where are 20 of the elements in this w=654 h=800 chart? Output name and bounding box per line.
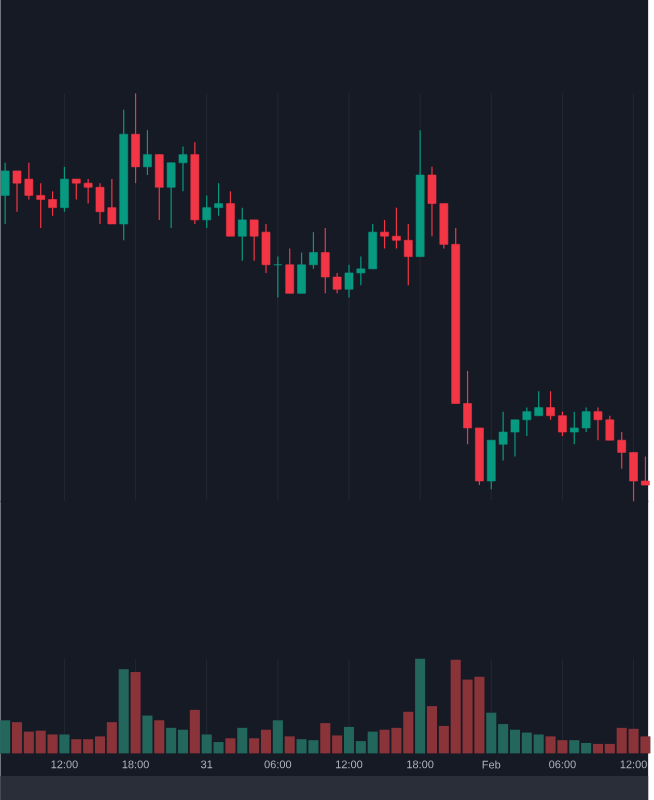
candlestick xyxy=(237,207,247,262)
bar xyxy=(225,738,236,754)
bar xyxy=(189,709,200,754)
candlestick xyxy=(285,247,295,294)
bar xyxy=(59,734,70,754)
bar xyxy=(415,658,426,754)
bar xyxy=(284,736,295,754)
bar xyxy=(118,669,129,754)
bar xyxy=(0,720,11,754)
bar xyxy=(154,720,165,754)
candlestick xyxy=(154,154,164,221)
candlestick xyxy=(131,92,140,184)
candlestick xyxy=(0,162,10,225)
bar xyxy=(130,672,141,754)
candlestick xyxy=(143,129,152,176)
candlestick xyxy=(226,190,235,237)
bar xyxy=(142,715,153,754)
bar xyxy=(272,720,283,754)
bar xyxy=(237,727,248,754)
candlestick xyxy=(60,166,69,213)
